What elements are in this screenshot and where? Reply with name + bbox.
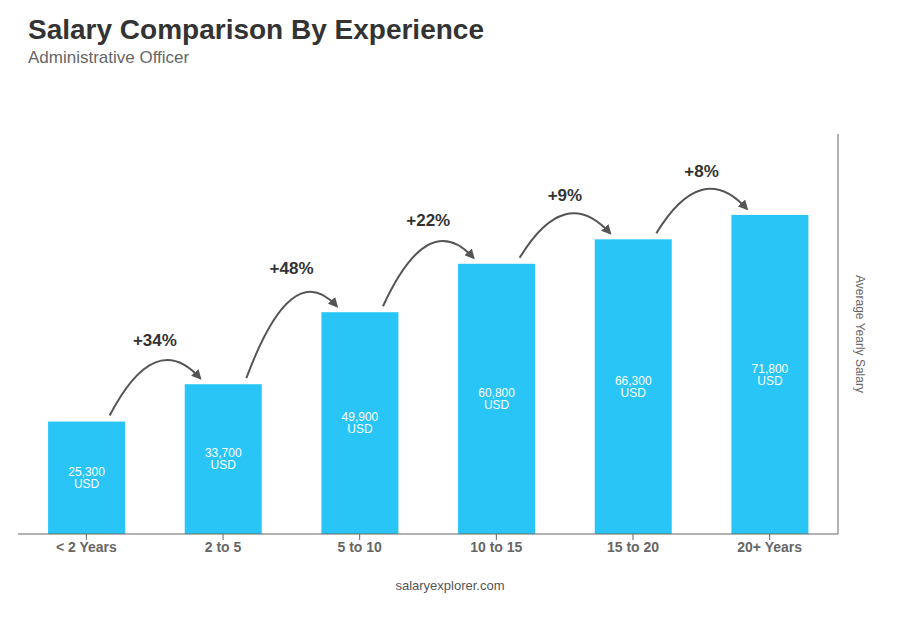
html-text:Salary Comparison By Experienc: Salary Comparison By Experience bbox=[28, 14, 484, 45]
svg-text:+34%: +34% bbox=[133, 331, 177, 350]
svg-text:33,700USD: 33,700USD bbox=[205, 446, 242, 472]
svg-text:+9%: +9% bbox=[548, 186, 583, 205]
svg-text:10 to 15: 10 to 15 bbox=[470, 539, 522, 555]
svg-text:71,800USD: 71,800USD bbox=[752, 362, 789, 388]
svg-text:25,300USD: 25,300USD bbox=[68, 465, 105, 491]
svg-text:66,300USD: 66,300USD bbox=[615, 374, 652, 400]
svg-text:+48%: +48% bbox=[270, 259, 314, 278]
svg-text:2 to 5: 2 to 5 bbox=[205, 539, 242, 555]
svg-text:+8%: +8% bbox=[684, 162, 719, 181]
svg-text:15 to 20: 15 to 20 bbox=[607, 539, 659, 555]
svg-text:5 to 10: 5 to 10 bbox=[337, 539, 382, 555]
svg-text:20+ Years: 20+ Years bbox=[737, 539, 802, 555]
svg-text:60,800USD: 60,800USD bbox=[478, 386, 515, 412]
html-text:salaryexplorer.com: salaryexplorer.com bbox=[395, 578, 505, 593]
svg-text:+22%: +22% bbox=[406, 211, 450, 230]
svg-text:Average Yearly Salary: Average Yearly Salary bbox=[853, 275, 867, 393]
svg-text:49,900USD: 49,900USD bbox=[342, 410, 379, 436]
html-text:Administrative Officer: Administrative Officer bbox=[28, 48, 190, 67]
svg-text:< 2 Years: < 2 Years bbox=[56, 539, 117, 555]
